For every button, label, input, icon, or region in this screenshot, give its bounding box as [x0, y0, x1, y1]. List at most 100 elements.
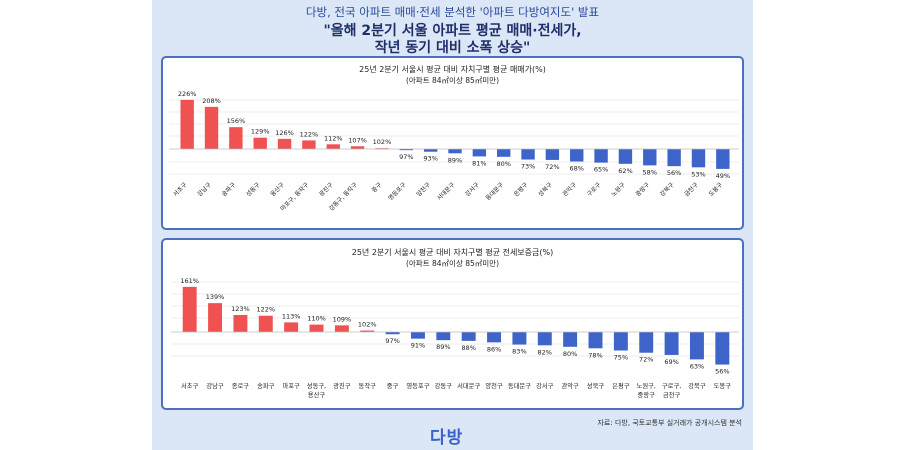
- category-label: 중구: [387, 382, 399, 390]
- category-label: 양천구: [485, 381, 503, 390]
- value-label: 75%: [614, 354, 628, 362]
- value-label: 97%: [385, 337, 399, 345]
- value-label: 73%: [521, 163, 535, 171]
- bar: [334, 325, 349, 332]
- bar: [385, 332, 400, 335]
- category-label: 영등포구: [386, 180, 408, 202]
- value-label: 89%: [448, 156, 462, 164]
- value-label: 69%: [664, 358, 678, 366]
- category-label: 중구: [371, 181, 384, 194]
- bar: [594, 149, 608, 163]
- category-label: 구로구, 금천구: [662, 382, 681, 399]
- category-label: 서초구: [181, 381, 199, 390]
- chart-card-sale-price: 25년 2분기 서울시 평균 대비 자치구별 평균 매매가(%) (아파트 84㎡…: [161, 56, 744, 230]
- bar: [497, 149, 511, 157]
- header-title-line2: 작년 동기 대비 소폭 상승": [374, 40, 531, 56]
- bar: [588, 332, 603, 349]
- category-label: 은평구: [612, 381, 630, 390]
- value-label: 113%: [282, 312, 301, 320]
- category-label: 동대문구: [484, 180, 506, 202]
- bar: [277, 138, 292, 149]
- value-label: 208%: [202, 97, 221, 105]
- chart-title: 25년 2분기 서울시 평균 대비 자치구별 평균 매매가(%): [359, 64, 546, 74]
- category-label: 성북구: [587, 381, 605, 390]
- header-subtitle: 다방, 전국 아파트 매매·전세 분석한 '아파트 다방여지도' 발표: [305, 5, 600, 19]
- jeonse-deposit-chart: 25년 2분기 서울시 평균 대비 자치구별 평균 전세보증금(%)(아파트 8…: [171, 247, 739, 399]
- bar: [284, 322, 299, 332]
- category-label: 관악구: [561, 180, 579, 198]
- bar: [258, 315, 273, 332]
- category-label: 노원구: [609, 180, 627, 198]
- bar: [689, 332, 704, 360]
- value-label: 161%: [180, 277, 199, 285]
- bar: [302, 140, 316, 149]
- chart-subtitle: (아파트 84㎡이상 85㎡미만): [406, 258, 499, 268]
- category-label: 서초구: [171, 180, 189, 198]
- bar: [716, 149, 730, 169]
- bar: [715, 332, 730, 365]
- category-label: 송파구: [257, 381, 275, 390]
- value-label: 72%: [545, 163, 559, 171]
- category-label: 서대문구: [435, 180, 457, 202]
- category-label: 관악구: [561, 381, 579, 390]
- value-label: 89%: [436, 343, 450, 351]
- value-label: 123%: [231, 305, 250, 313]
- value-label: 110%: [307, 315, 326, 323]
- category-label: 마포구: [282, 381, 300, 390]
- sale-price-chart: 25년 2분기 서울시 평균 대비 자치구별 평균 매매가(%)(아파트 84㎡…: [169, 64, 739, 213]
- value-label: 72%: [639, 356, 653, 364]
- value-label: 58%: [643, 168, 657, 176]
- value-label: 56%: [715, 368, 729, 376]
- category-label: 중랑구: [635, 181, 652, 198]
- bar: [309, 324, 324, 332]
- category-label: 영등포구: [406, 381, 429, 390]
- category-label: 성동구: [244, 180, 262, 198]
- bar: [691, 149, 706, 168]
- value-label: 81%: [472, 159, 486, 167]
- bar: [399, 149, 413, 151]
- category-label: 강남구: [206, 381, 224, 390]
- bar: [667, 149, 681, 167]
- value-label: 56%: [667, 169, 681, 177]
- category-label: 은평구: [512, 180, 530, 198]
- bar: [182, 286, 197, 332]
- value-label: 226%: [178, 90, 197, 98]
- value-label: 80%: [563, 350, 577, 358]
- category-label: 광진구: [333, 381, 351, 390]
- category-label: 강서구: [463, 180, 481, 198]
- value-label: 63%: [690, 362, 704, 370]
- value-label: 129%: [251, 128, 270, 136]
- value-label: 68%: [570, 164, 584, 172]
- value-label: 62%: [618, 167, 632, 175]
- category-label: 양천구: [415, 180, 433, 198]
- bar: [253, 137, 267, 149]
- value-label: 122%: [256, 306, 275, 314]
- category-label: 동대문구: [508, 382, 531, 390]
- bar: [643, 149, 657, 166]
- category-label: 도봉구: [714, 382, 732, 390]
- category-label: 강북구: [658, 180, 676, 198]
- category-label: 동작구: [359, 382, 377, 390]
- category-label: 용산구: [269, 180, 287, 198]
- category-label: 도봉구: [707, 180, 725, 198]
- value-label: 78%: [588, 351, 602, 359]
- bar: [537, 332, 552, 346]
- value-label: 102%: [373, 138, 392, 146]
- value-label: 156%: [227, 117, 246, 125]
- chart-subtitle: (아파트 84㎡이상 85㎡미만): [406, 75, 499, 85]
- bar: [448, 149, 462, 154]
- bar: [350, 146, 365, 149]
- bar: [512, 332, 527, 345]
- value-label: 80%: [496, 160, 510, 168]
- category-label: 광진구: [317, 180, 335, 198]
- category-label: 노원구, 중랑구: [637, 381, 656, 399]
- value-label: 126%: [275, 129, 294, 137]
- value-label: 91%: [411, 342, 425, 350]
- value-label: 97%: [399, 153, 413, 161]
- bar: [521, 149, 535, 160]
- chart-card-jeonse-deposit: 25년 2분기 서울시 평균 대비 자치구별 평균 전세보증금(%) (아파트 8…: [161, 238, 744, 410]
- bar: [472, 149, 487, 157]
- category-label: 성동구, 용산구: [307, 381, 326, 399]
- value-label: 49%: [716, 172, 730, 180]
- bar: [326, 144, 340, 149]
